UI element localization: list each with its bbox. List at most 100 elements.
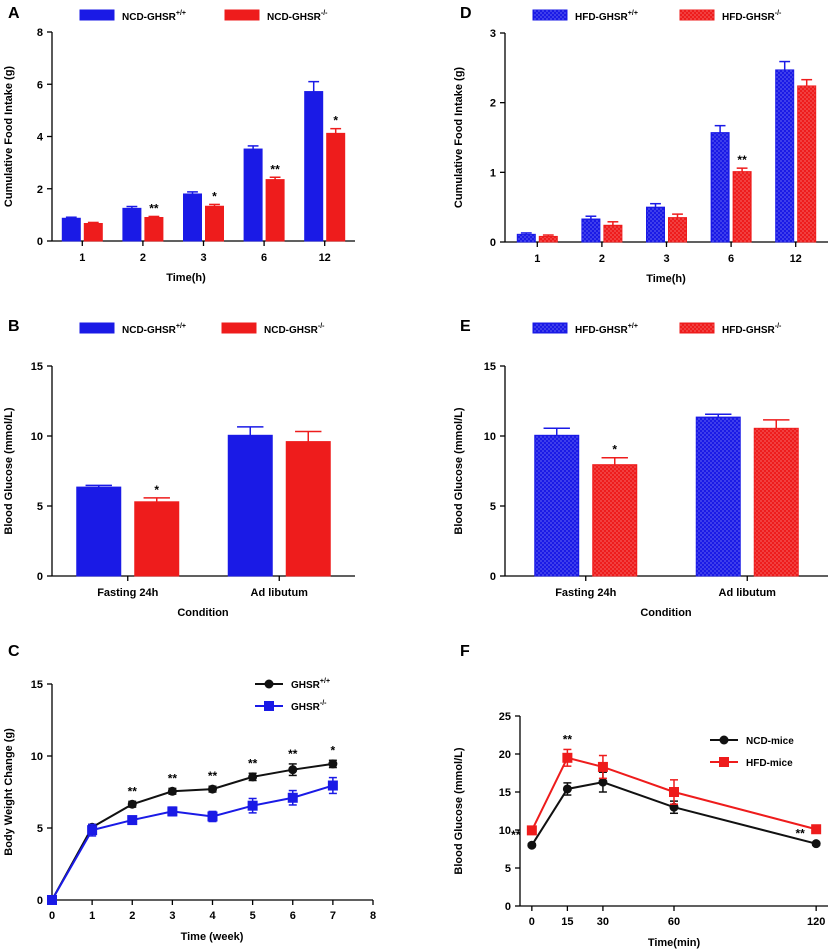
panel-e: E 0 5 10 15 Blood Glucose (mmol/L) Fasting 24h… (453, 318, 828, 619)
x-tick-label: 6 (728, 253, 734, 265)
data-point (248, 772, 258, 782)
bar (134, 501, 180, 577)
panel-f: F 0 5 10 15 20 25 Blood Glucose (mmol/L) 0 15 30 60… (453, 643, 828, 949)
legend-label-main: NCD-GHSR (122, 325, 177, 336)
x-axis-title: Time(min) (648, 937, 701, 949)
data-point (167, 786, 177, 796)
x-tick-label: 2 (129, 910, 135, 922)
y-tick-label: 8 (37, 27, 43, 39)
series-line (51, 762, 334, 901)
bar (516, 233, 536, 243)
y-tick-label: 5 (505, 863, 511, 875)
significance-mark: * (331, 743, 336, 757)
significance-mark: ** (795, 827, 805, 841)
bar (592, 464, 638, 577)
y-tick-label: 5 (37, 823, 43, 835)
legend-marker (719, 735, 729, 745)
legend-label: HFD-GHSR-/- (722, 10, 782, 23)
legend-swatch (679, 9, 715, 21)
legend-swatch (224, 9, 260, 21)
data-point (127, 799, 137, 809)
x-axis-title: Time(h) (646, 273, 686, 285)
bar (695, 416, 741, 577)
legend-label-main: HFD-GHSR (575, 325, 629, 336)
bar (710, 132, 730, 243)
x-tick-label: 0 (529, 916, 535, 928)
x-tick-label: 1 (89, 910, 95, 922)
data-point (288, 765, 298, 775)
legend-swatch (532, 322, 568, 334)
panel-b: B 0 5 10 15 Blood Glucose (mmol/L) Fasting 24h… (3, 318, 355, 619)
bar (83, 222, 103, 242)
data-point (562, 752, 573, 763)
data-point (527, 840, 537, 850)
y-tick-label: 25 (499, 711, 511, 723)
significance-mark: * (154, 483, 159, 497)
bar (797, 85, 817, 243)
legend-label: NCD-GHSR+/+ (122, 323, 186, 336)
legend-label-main: NCD-GHSR (264, 325, 319, 336)
legend-swatch (79, 322, 115, 334)
legend-label-sup: -/- (321, 10, 328, 17)
bar (243, 148, 263, 242)
bar (227, 434, 273, 577)
x-tick-label: Ad libutum (719, 587, 777, 599)
x-tick-label: 60 (668, 916, 680, 928)
y-axis-title: Body Weight Change (g) (3, 728, 15, 856)
legend-label-main: GHSR (291, 680, 321, 691)
bar (753, 427, 799, 577)
x-tick-label: 2 (599, 253, 605, 265)
bar (144, 216, 164, 242)
data-point (597, 761, 608, 772)
y-tick-label: 1 (490, 167, 496, 179)
bar (61, 217, 81, 242)
legend-label-main: HFD-GHSR (722, 12, 776, 23)
legend-label-sup: -/- (775, 323, 782, 330)
panel-letter: F (460, 643, 470, 660)
x-tick-label: 6 (290, 910, 296, 922)
significance-mark: ** (248, 756, 258, 770)
legend-marker (264, 679, 274, 689)
significance-mark: * (333, 114, 338, 128)
y-tick-label: 2 (490, 98, 496, 110)
significance-mark: ** (288, 747, 298, 761)
y-tick-label: 15 (499, 787, 511, 799)
data-point (811, 839, 821, 849)
data-point (208, 784, 217, 794)
x-tick-label: 8 (370, 910, 376, 922)
x-tick-label: 1 (79, 252, 85, 264)
legend-label: NCD-GHSR-/- (267, 10, 328, 23)
data-point (247, 800, 258, 811)
data-point (127, 815, 138, 826)
x-tick-label: 4 (209, 910, 216, 922)
legend-label-sup: -/- (320, 700, 327, 707)
significance-mark: ** (208, 769, 218, 783)
y-tick-label: 0 (37, 236, 43, 248)
panel-letter: D (460, 5, 472, 22)
panel-letter: A (8, 5, 20, 22)
x-tick-label: 3 (200, 252, 206, 264)
legend-swatch (79, 9, 115, 21)
bar (775, 69, 795, 243)
panel-letter: B (8, 318, 20, 335)
x-tick-label: 12 (319, 252, 331, 264)
y-axis-title: Cumulative Food Intake (g) (453, 67, 465, 209)
y-tick-label: 10 (484, 431, 496, 443)
bar (205, 205, 224, 242)
x-tick-label: 0 (49, 910, 55, 922)
x-tick-label: Fasting 24h (97, 587, 158, 599)
legend-label: NCD-GHSR+/+ (122, 10, 186, 23)
y-tick-label: 5 (37, 501, 43, 513)
bar (285, 441, 331, 577)
legend-label-main: HFD-GHSR (722, 325, 776, 336)
data-point (167, 806, 178, 817)
significance-mark: ** (737, 153, 747, 167)
legend-marker (719, 757, 729, 767)
legend-label-sup: +/+ (176, 323, 186, 330)
x-axis-title: Condition (177, 607, 229, 619)
x-tick-label: 1 (534, 253, 540, 265)
data-point (562, 784, 572, 794)
data-point (287, 792, 298, 803)
